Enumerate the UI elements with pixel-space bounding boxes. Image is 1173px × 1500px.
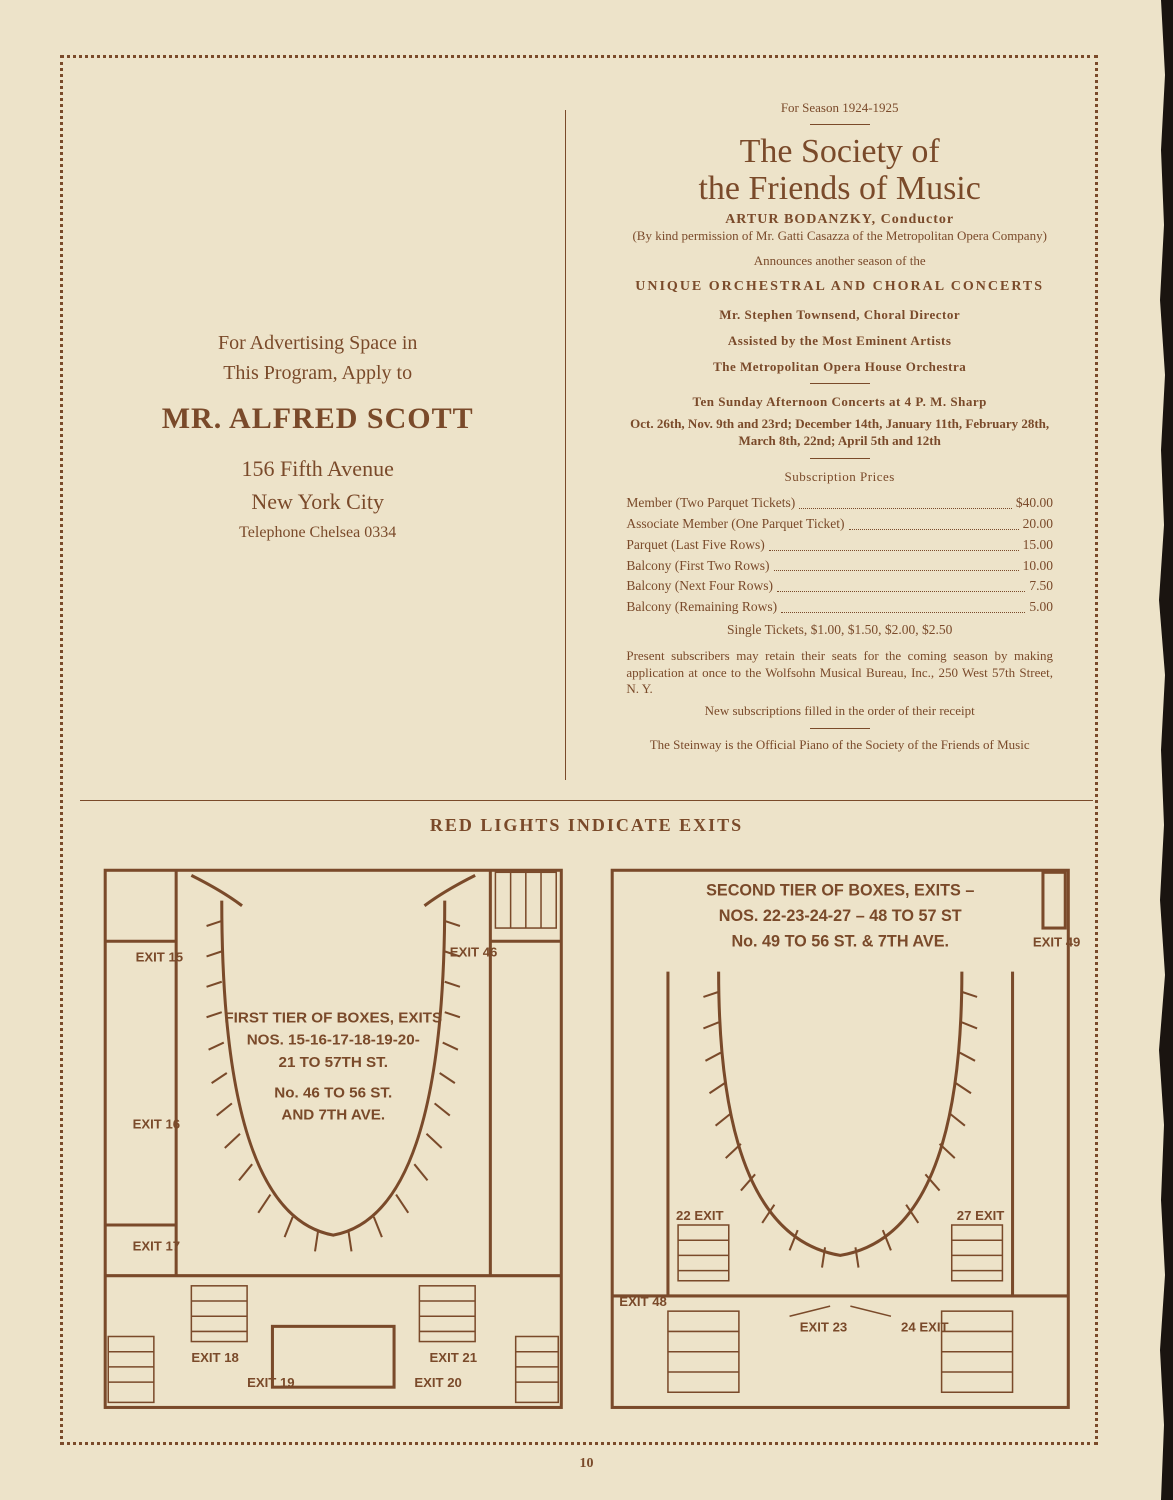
contact-address: 156 Fifth Avenue New York City	[241, 452, 393, 518]
first-tier-title4: No. 46 TO 56 ST.	[274, 1084, 392, 1101]
concert-schedule: Ten Sunday Afternoon Concerts at 4 P. M.…	[616, 394, 1063, 410]
second-tier-diagram: SECOND TIER OF BOXES, EXITS – NOS. 22-23…	[597, 850, 1084, 1423]
torn-edge	[1153, 0, 1173, 1500]
concert-type: UNIQUE ORCHESTRAL AND CHORAL CONCERTS	[616, 277, 1063, 297]
price-value: 15.00	[1023, 535, 1053, 556]
exits-header: RED LIGHTS INDICATE EXITS	[70, 815, 1103, 836]
concert-dates: Oct. 26th, Nov. 9th and 23rd; December 1…	[616, 416, 1063, 450]
first-tier-diagram: EXIT 15 EXIT 16 EXIT 17 EXIT 18 EXIT 19 …	[90, 850, 577, 1423]
price-dots	[781, 597, 1025, 613]
first-tier-title5: AND 7TH AVE.	[281, 1107, 385, 1124]
steinway-note: The Steinway is the Official Piano of th…	[616, 737, 1063, 754]
price-label: Parquet (Last Five Rows)	[626, 535, 764, 556]
society-title: The Society of the Friends of Music	[616, 133, 1063, 208]
price-value: 7.50	[1029, 576, 1053, 597]
price-label: Balcony (Next Four Rows)	[626, 576, 773, 597]
season-label: For Season 1924-1925	[616, 100, 1063, 116]
first-tier-title2: NOS. 15-16-17-18-19-20-	[247, 1032, 420, 1049]
choral-director: Mr. Stephen Townsend, Choral Director	[616, 307, 1063, 323]
first-tier-title1: FIRST TIER OF BOXES, EXITS	[224, 1009, 442, 1026]
single-tickets: Single Tickets, $1.00, $1.50, $2.00, $2.…	[616, 622, 1063, 638]
announces-line: Announces another season of the	[616, 253, 1063, 269]
exit-24-label: 24 EXIT	[901, 1319, 949, 1334]
price-label: Balcony (First Two Rows)	[626, 556, 769, 577]
program-page: For Advertising Space in This Program, A…	[0, 0, 1173, 1500]
price-dots	[769, 535, 1019, 551]
exit-20-label: EXIT 20	[414, 1375, 462, 1390]
exit-19-label: EXIT 19	[247, 1375, 295, 1390]
price-row: Associate Member (One Parquet Ticket) 20.…	[626, 514, 1053, 535]
first-tier-title3: 21 TO 57TH ST.	[279, 1054, 388, 1071]
price-value: $40.00	[1016, 493, 1053, 514]
exit-46-label: EXIT 46	[450, 944, 498, 959]
permission-note: (By kind permission of Mr. Gatti Casazza…	[616, 228, 1063, 244]
exit-48-label: EXIT 48	[619, 1294, 667, 1309]
price-label: Associate Member (One Parquet Ticket)	[626, 514, 844, 535]
retain-seats: Present subscribers may retain their sea…	[626, 648, 1053, 697]
contact-telephone: Telephone Chelsea 0334	[239, 524, 396, 542]
rule	[810, 458, 870, 459]
new-subscriptions: New subscriptions filled in the order of…	[616, 703, 1063, 720]
price-list: Member (Two Parquet Tickets)$40.00Associ…	[626, 493, 1053, 619]
exit-18-label: EXIT 18	[191, 1350, 239, 1365]
price-value: 20.00	[1023, 514, 1053, 535]
subscription-header: Subscription Prices	[616, 469, 1063, 485]
assisted-line: Assisted by the Most Eminent Artists	[616, 333, 1063, 349]
price-dots	[777, 576, 1025, 592]
society-panel: For Season 1924-1925 The Society of the …	[566, 90, 1103, 780]
price-label: Balcony (Remaining Rows)	[626, 597, 777, 618]
advertising-panel: For Advertising Space in This Program, A…	[70, 90, 565, 780]
price-dots	[799, 493, 1012, 509]
floor-plans: EXIT 15 EXIT 16 EXIT 17 EXIT 18 EXIT 19 …	[70, 850, 1103, 1423]
exit-15-label: EXIT 15	[136, 949, 184, 964]
price-row: Balcony (Next Four Rows) 7.50	[626, 576, 1053, 597]
ad-intro: For Advertising Space in This Program, A…	[218, 328, 417, 388]
ad-intro-line1: For Advertising Space in	[218, 328, 417, 358]
exit-21-label: EXIT 21	[430, 1350, 478, 1365]
title-line1: The Society of	[616, 133, 1063, 170]
addr-line2: New York City	[241, 485, 393, 518]
price-label: Member (Two Parquet Tickets)	[626, 493, 795, 514]
ad-intro-line2: This Program, Apply to	[218, 358, 417, 388]
exit-17-label: EXIT 17	[133, 1238, 181, 1253]
horizontal-divider	[80, 800, 1093, 801]
conductor-name: ARTUR BODANZKY, Conductor	[616, 212, 1063, 228]
price-value: 10.00	[1023, 556, 1053, 577]
orchestra-line: The Metropolitan Opera House Orchestra	[616, 359, 1063, 375]
price-row: Parquet (Last Five Rows) 15.00	[626, 535, 1053, 556]
price-dots	[849, 514, 1019, 530]
addr-line1: 156 Fifth Avenue	[241, 452, 393, 485]
top-section: For Advertising Space in This Program, A…	[70, 60, 1103, 780]
contact-name: MR. ALFRED SCOTT	[162, 402, 474, 436]
price-row: Balcony (First Two Rows) 10.00	[626, 556, 1053, 577]
second-tier-title2: NOS. 22-23-24-27 – 48 TO 57 ST	[718, 907, 961, 925]
rule	[810, 728, 870, 729]
price-row: Member (Two Parquet Tickets) $40.00	[626, 493, 1053, 514]
title-line2: the Friends of Music	[616, 170, 1063, 207]
price-row: Balcony (Remaining Rows) 5.00	[626, 597, 1053, 618]
exit-27-label: 27 EXIT	[956, 1208, 1004, 1223]
exit-22-label: 22 EXIT	[676, 1208, 724, 1223]
price-value: 5.00	[1029, 597, 1053, 618]
exit-49-label: EXIT 49	[1032, 934, 1080, 949]
exit-16-label: EXIT 16	[133, 1117, 181, 1132]
rule	[810, 124, 870, 125]
second-tier-title3: No. 49 TO 56 ST. & 7TH AVE.	[731, 932, 949, 950]
second-tier-title1: SECOND TIER OF BOXES, EXITS –	[706, 882, 974, 900]
page-number: 10	[580, 1456, 594, 1472]
exit-23-label: EXIT 23	[799, 1319, 847, 1334]
price-dots	[774, 556, 1019, 572]
rule	[810, 383, 870, 384]
